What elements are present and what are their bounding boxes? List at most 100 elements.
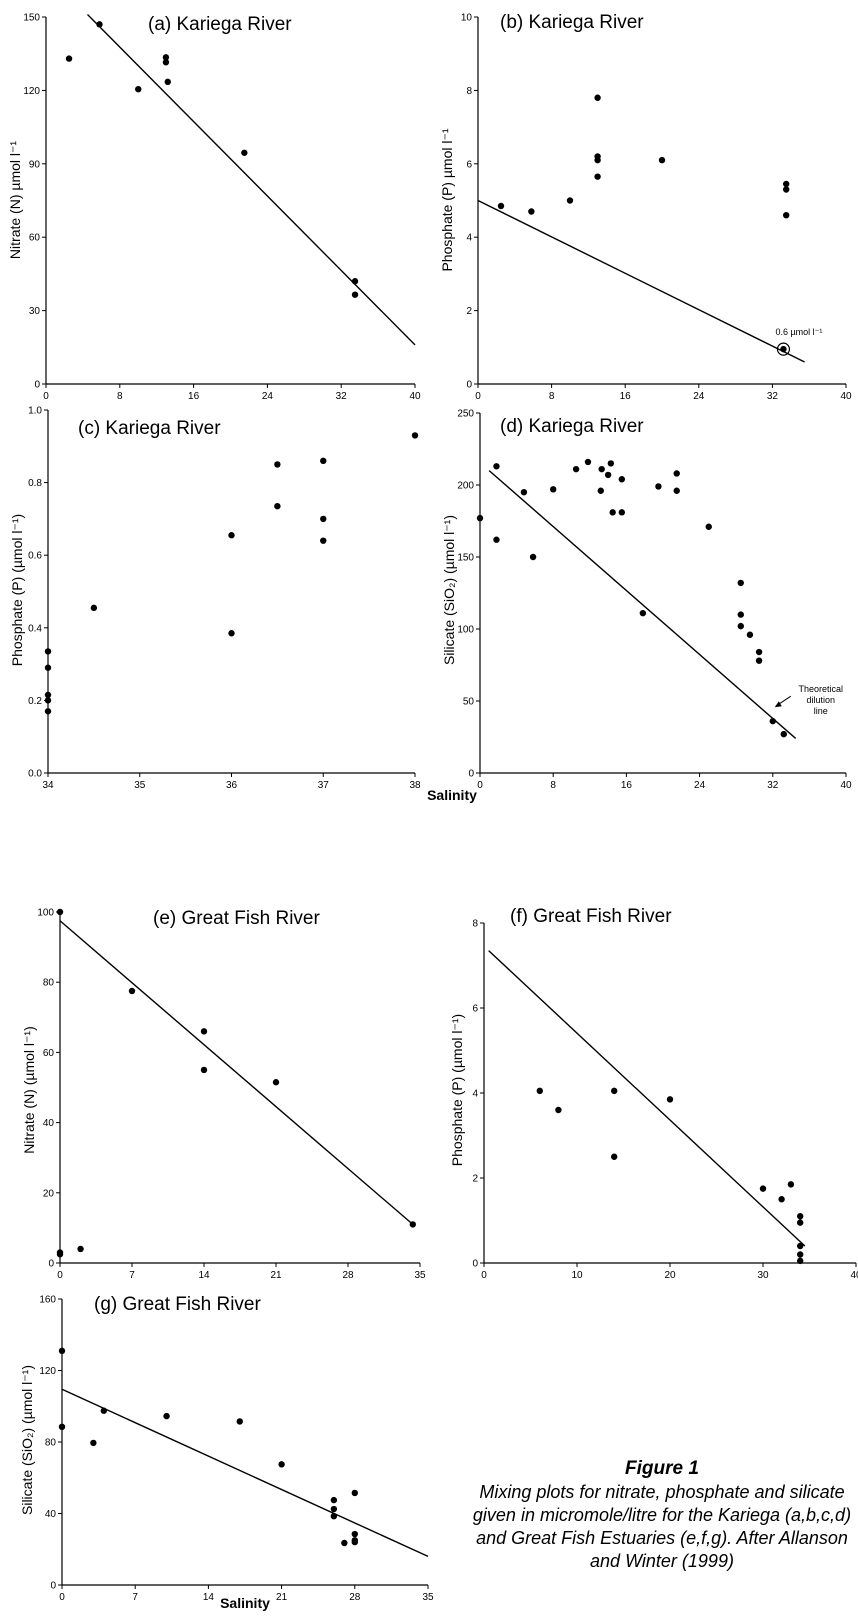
chart-c-data-point — [90, 604, 98, 612]
chart-e-x-tick-label: 21 — [270, 1270, 282, 1281]
chart-f-y-axis-label: Phosphate (P) (µmol l⁻¹) — [449, 1014, 465, 1166]
chart-a-data-point — [96, 21, 103, 28]
chart-b-x-tick-label: 16 — [620, 391, 632, 402]
chart-d-title: (d) Kariega River — [500, 416, 644, 437]
chart-d-data-point — [550, 486, 557, 493]
chart-c-y-tick-label: 0.2 — [28, 696, 42, 707]
chart-d-data-point — [584, 458, 592, 466]
chart-a-y-tick-label: 90 — [29, 159, 41, 170]
chart-g-data-point — [278, 1461, 285, 1468]
chart-f-data-point — [759, 1185, 767, 1192]
chart-b-data-point — [594, 156, 601, 164]
chart-d-data-point — [598, 465, 605, 473]
chart-a-title: (a) Kariega River — [148, 14, 292, 35]
chart-d-x-tick-label: 32 — [767, 780, 779, 791]
chart-c-x-tick-label: 35 — [134, 780, 146, 791]
chart-e-data-point — [272, 1079, 280, 1086]
chart-e-title: (e) Great Fish River — [153, 908, 320, 929]
chart-f-title: (f) Great Fish River — [510, 906, 672, 927]
chart-a-y-tick-label: 120 — [23, 86, 40, 97]
chart-c-data-point — [228, 630, 235, 637]
chart-c-data-point — [44, 697, 52, 704]
chart-g-data-point — [90, 1439, 97, 1447]
chart-d-data-point — [607, 460, 615, 467]
chart-f-data-point — [611, 1087, 618, 1095]
chart-c-data-point — [44, 648, 52, 655]
chart-g-data-point — [351, 1538, 358, 1546]
chart-f-data-point — [555, 1106, 562, 1114]
chart-a-data-point — [164, 78, 171, 86]
chart-a-x-tick-label: 24 — [262, 391, 274, 402]
chart-g-x-tick-label: 14 — [203, 1592, 215, 1603]
chart-e-x-tick-label: 35 — [414, 1270, 426, 1281]
chart-a-data-point — [162, 59, 170, 66]
chart-f-x-tick-label: 10 — [571, 1270, 583, 1281]
chart-b-data-point — [658, 156, 666, 164]
chart-d-data-point — [755, 657, 763, 664]
chart-d-data-point — [618, 476, 626, 483]
chart-c-data-point — [411, 432, 419, 439]
chart-e-x-tick-label: 7 — [129, 1270, 135, 1281]
chart-g-y-tick-label: 80 — [45, 1438, 57, 1449]
chart-c-y-tick-label: 0.8 — [28, 478, 42, 489]
chart-d-data-point — [604, 471, 612, 479]
chart-a-data-point — [135, 85, 142, 93]
chart-g-data-point — [330, 1512, 338, 1520]
chart-d-data-point — [493, 536, 500, 543]
chart-b-x-tick-label: 32 — [767, 391, 779, 402]
chart-c-y-axis-label: Phosphate (P) (µmol l⁻¹) — [9, 514, 25, 666]
chart-d-data-point — [529, 553, 537, 561]
chart-a-x-tick-label: 32 — [336, 391, 348, 402]
chart-d-y-tick-label: 150 — [457, 553, 474, 564]
chart-f-data-point — [787, 1181, 795, 1188]
chart-g-x-tick-label: 35 — [422, 1592, 434, 1603]
chart-c-y-tick-label: 0.6 — [28, 551, 42, 562]
chart-g-data-point — [330, 1496, 338, 1504]
chart-g-data-point — [163, 1412, 170, 1420]
chart-a-x-tick-label: 0 — [43, 391, 49, 402]
chart-d-data-point — [673, 487, 680, 494]
chart-a-y-axis-label: Nitrate (N) µmol l⁻¹ — [7, 141, 23, 259]
chart-d-data-point — [769, 717, 776, 725]
chart-d-y-tick-label: 100 — [457, 625, 474, 636]
chart-d-data-point — [520, 489, 528, 496]
chart-b-y-tick-label: 10 — [461, 13, 473, 24]
caption-text: Mixing plots for nitrate, phosphate and … — [472, 1482, 852, 1571]
chart-b-x-tick-label: 40 — [840, 391, 852, 402]
chart-g-data-point — [351, 1530, 358, 1538]
chart-d-y-tick-label: 200 — [457, 481, 474, 492]
chart-d-data-point — [755, 648, 763, 656]
chart-c-data-point — [320, 457, 327, 465]
chart-a-x-tick-label: 8 — [117, 391, 123, 402]
chart-e-y-tick-label: 20 — [43, 1188, 55, 1199]
chart-d-data-point — [737, 611, 744, 618]
chart-b-highlight-ring — [776, 342, 791, 356]
chart-f-y-tick-label: 0 — [472, 1259, 478, 1270]
chart-g-data-point — [58, 1423, 66, 1431]
chart-e-y-tick-label: 100 — [37, 908, 54, 919]
chart-e-dilution-line — [59, 920, 416, 1227]
caption-title: Figure 1 — [625, 1458, 699, 1479]
chart-a-dilution-line — [87, 14, 416, 346]
chart-b-y-tick-label: 4 — [466, 233, 472, 244]
chart-g-title: (g) Great Fish River — [94, 1294, 261, 1315]
chart-d-y-tick-label: 0 — [468, 769, 474, 780]
chart-g-y-tick-label: 40 — [45, 1509, 57, 1520]
chart-d-x-tick-label: 24 — [694, 780, 706, 791]
chart-g-x-tick-label: 28 — [349, 1592, 361, 1603]
chart-d-x-tick-label: 16 — [621, 780, 633, 791]
chart-g-dilution-line — [61, 1388, 429, 1558]
chart-b-data-point — [566, 197, 574, 204]
chart-a-data-point — [65, 55, 73, 62]
chart-f-data-point — [797, 1213, 804, 1220]
chart-e-x-tick-label: 28 — [342, 1270, 354, 1281]
chart-b-data-point — [783, 211, 790, 219]
chart-c-data-point — [44, 691, 52, 699]
chart-f-data-point — [778, 1196, 785, 1203]
chart-f-data-point — [797, 1242, 804, 1250]
chart-b-data-point — [783, 186, 790, 193]
chart-f-data-point — [611, 1153, 618, 1160]
chart-d-y-tick-label: 50 — [463, 697, 475, 708]
chart-d-dilution-line — [488, 470, 797, 739]
chart-g-x-tick-label: 21 — [276, 1592, 288, 1603]
